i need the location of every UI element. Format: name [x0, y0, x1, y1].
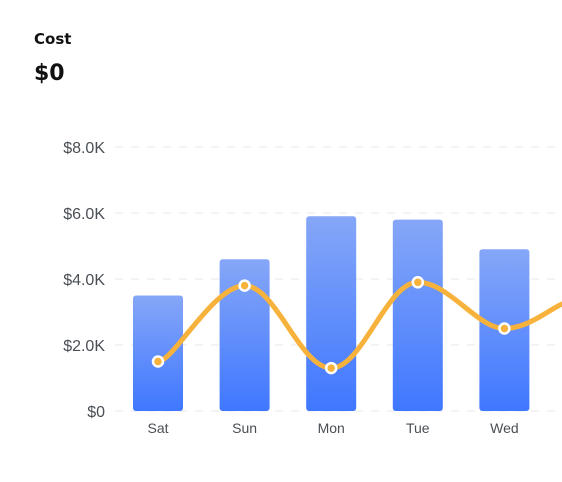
cost-value: $0	[34, 61, 65, 86]
card-title: Cost	[34, 30, 72, 48]
bar-sun	[219, 259, 270, 411]
line-point-sat	[151, 355, 165, 368]
x-axis-ticks: Sat Sun Mon Tue Wed	[147, 420, 518, 436]
y-tick-label: $4.0K	[63, 272, 105, 289]
y-tick-label: $8.0K	[63, 140, 105, 157]
y-tick-label: $0	[87, 404, 105, 421]
line-series	[151, 276, 562, 375]
bar-mon	[306, 216, 357, 411]
x-tick-label: Sun	[232, 420, 257, 436]
bar-sat	[133, 295, 183, 411]
x-tick-label: Sat	[147, 420, 168, 436]
card-header: Cost $0	[34, 30, 71, 86]
line-point-mon	[324, 361, 338, 375]
line-point-tue	[411, 276, 425, 289]
line-point-sun	[238, 279, 251, 292]
y-tick-label: $6.0K	[63, 206, 105, 223]
bar-tue	[392, 219, 443, 411]
line-point-wed	[498, 322, 511, 335]
x-tick-label: Tue	[406, 420, 430, 436]
y-axis-ticks: $0 $2.0K $4.0K $6.0K $8.0K	[63, 140, 105, 421]
y-tick-label: $2.0K	[63, 338, 105, 355]
x-tick-label: Mon	[318, 420, 345, 436]
x-tick-label: Wed	[490, 420, 519, 436]
